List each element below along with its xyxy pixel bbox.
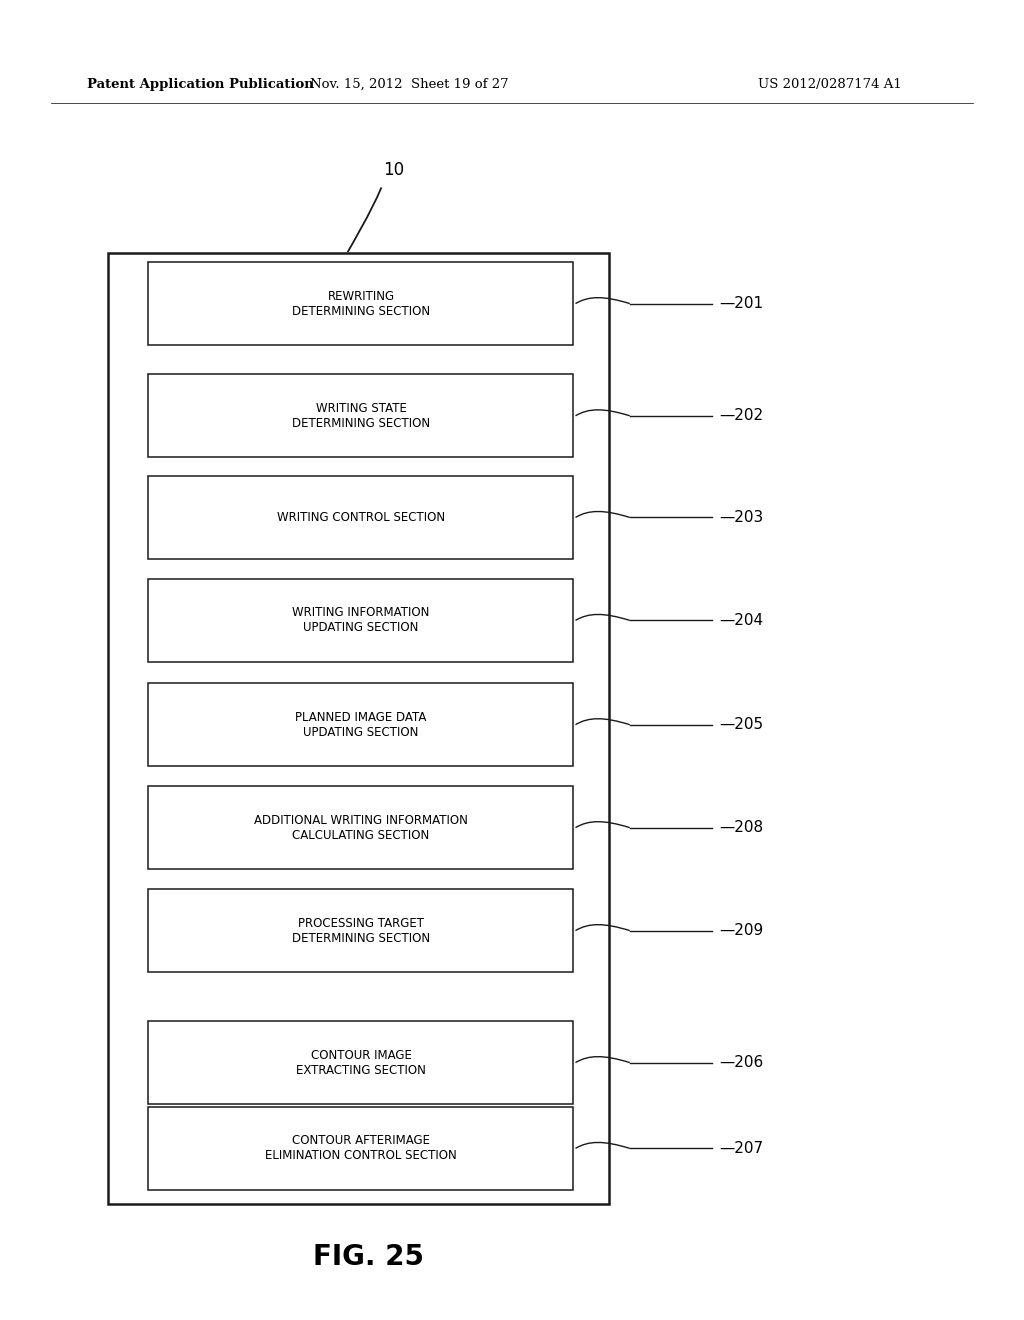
Bar: [148, 684, 573, 766]
Text: WRITING CONTROL SECTION: WRITING CONTROL SECTION: [276, 511, 445, 524]
Bar: [148, 890, 573, 972]
Text: —209: —209: [719, 923, 763, 939]
Text: REWRITING
DETERMINING SECTION: REWRITING DETERMINING SECTION: [292, 289, 430, 318]
Text: Patent Application Publication: Patent Application Publication: [87, 78, 313, 91]
Bar: [148, 578, 573, 661]
Text: WRITING STATE
DETERMINING SECTION: WRITING STATE DETERMINING SECTION: [292, 401, 430, 430]
Bar: [148, 1106, 573, 1191]
Bar: [108, 253, 609, 1204]
Text: 10: 10: [383, 161, 404, 180]
Bar: [148, 261, 573, 345]
Text: PROCESSING TARGET
DETERMINING SECTION: PROCESSING TARGET DETERMINING SECTION: [292, 916, 430, 945]
Bar: [148, 785, 573, 869]
Text: —208: —208: [719, 820, 763, 836]
Text: CONTOUR IMAGE
EXTRACTING SECTION: CONTOUR IMAGE EXTRACTING SECTION: [296, 1048, 426, 1077]
Text: Nov. 15, 2012  Sheet 19 of 27: Nov. 15, 2012 Sheet 19 of 27: [310, 78, 509, 91]
Text: —206: —206: [719, 1055, 763, 1071]
Bar: [148, 374, 573, 457]
Text: —205: —205: [719, 717, 763, 733]
Text: —203: —203: [719, 510, 763, 525]
Text: ADDITIONAL WRITING INFORMATION
CALCULATING SECTION: ADDITIONAL WRITING INFORMATION CALCULATI…: [254, 813, 468, 842]
Text: US 2012/0287174 A1: US 2012/0287174 A1: [758, 78, 901, 91]
Text: —202: —202: [719, 408, 763, 424]
Text: PLANNED IMAGE DATA
UPDATING SECTION: PLANNED IMAGE DATA UPDATING SECTION: [295, 710, 427, 739]
Text: —207: —207: [719, 1140, 763, 1156]
Text: CONTOUR AFTERIMAGE
ELIMINATION CONTROL SECTION: CONTOUR AFTERIMAGE ELIMINATION CONTROL S…: [265, 1134, 457, 1163]
Text: FIG. 25: FIG. 25: [313, 1242, 424, 1271]
Text: —204: —204: [719, 612, 763, 628]
Text: —201: —201: [719, 296, 763, 312]
Text: WRITING INFORMATION
UPDATING SECTION: WRITING INFORMATION UPDATING SECTION: [292, 606, 430, 635]
Bar: [148, 477, 573, 560]
Bar: [148, 1022, 573, 1104]
